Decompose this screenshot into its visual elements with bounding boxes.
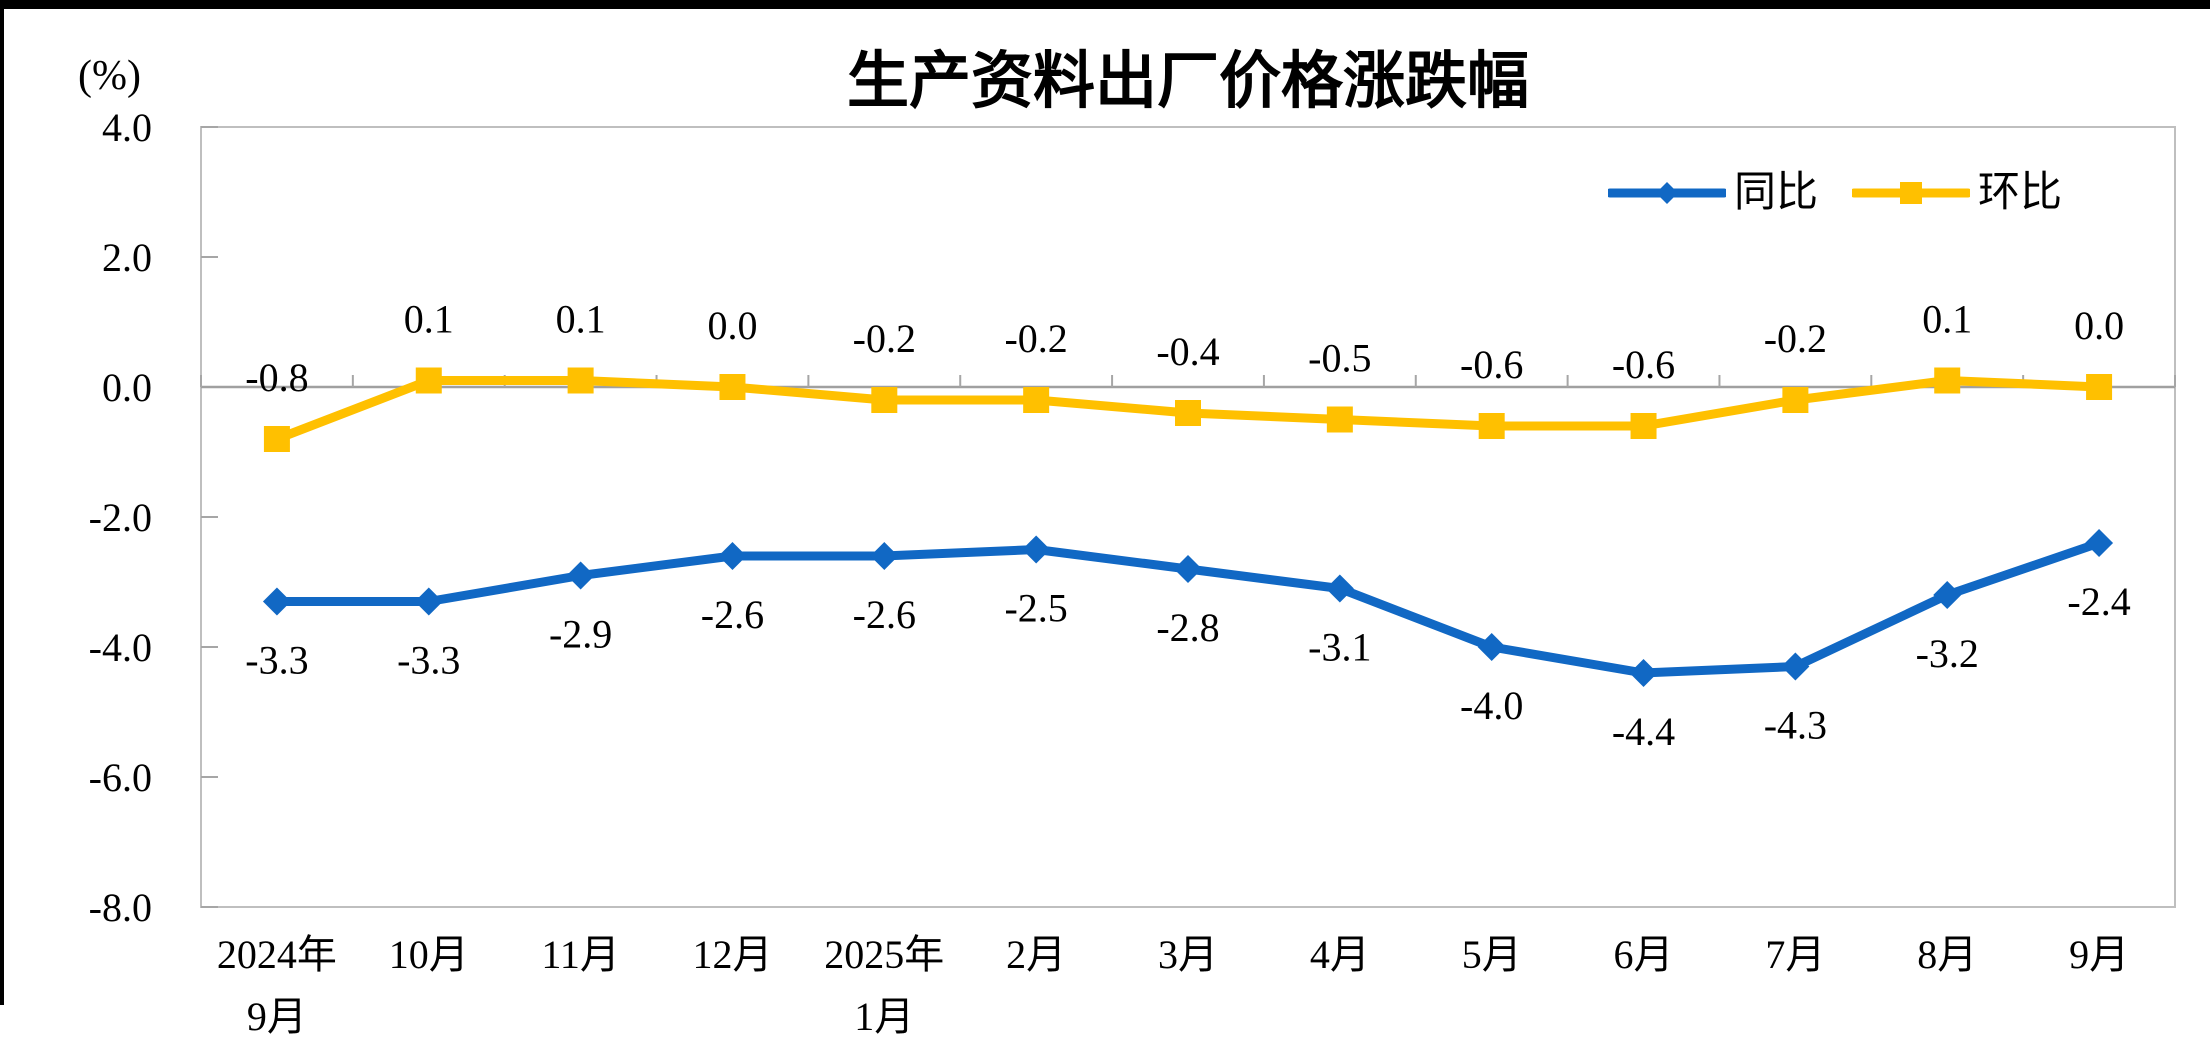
y-tick-label: 4.0 [102,105,152,150]
x-category-label: 9月 [247,994,307,1039]
series-marker-diamond-yoy [1325,574,1354,603]
series-marker-square-mom [567,367,594,394]
chart-title: 生产资料出厂价格涨跌幅 [846,47,1529,116]
series-marker-diamond-yoy [1933,581,1962,609]
series-marker-square-mom [871,387,898,413]
x-category-label: 11月 [541,932,620,977]
data-label-mom-6: -0.4 [1156,329,1219,374]
y-tick-label: -4.0 [89,625,152,670]
data-label-yoy-4: -2.6 [853,592,916,637]
series-marker-square-mom [1175,400,1201,426]
series-marker-square-mom [415,367,442,394]
legend-marker-diamond-yoy [1656,182,1678,204]
series-marker-square-mom [263,426,290,452]
x-category-label: 3月 [1158,932,1218,977]
data-label-yoy-6: -2.8 [1156,605,1219,650]
series-marker-diamond-yoy [870,542,899,570]
series-marker-square-mom [1782,387,1809,413]
series-marker-diamond-yoy [2085,529,2114,557]
data-label-yoy-10: -4.3 [1764,703,1827,748]
series-marker-diamond-yoy [718,542,747,570]
data-label-mom-10: -0.2 [1764,316,1827,361]
series-marker-diamond-yoy [1022,535,1051,564]
data-label-mom-8: -0.6 [1460,342,1523,387]
y-tick-label: -6.0 [89,755,152,800]
data-label-mom-11: 0.1 [1922,297,1972,342]
legend-swatch-yoy-line-diamond-icon [1608,182,1726,204]
x-category-label: 6月 [1614,932,1674,977]
data-label-yoy-5: -2.5 [1004,586,1067,631]
data-label-mom-4: -0.2 [853,316,916,361]
y-tick-label: -8.0 [89,885,152,930]
data-label-mom-3: 0.0 [707,303,757,348]
data-label-yoy-7: -3.1 [1308,625,1371,670]
x-category-label: 7月 [1765,932,1825,977]
series-marker-diamond-yoy [566,561,595,590]
data-label-mom-0: -0.8 [245,355,308,400]
data-label-yoy-9: -4.4 [1612,709,1675,754]
data-label-yoy-1: -3.3 [397,638,460,683]
series-marker-diamond-yoy [1781,652,1810,681]
data-label-mom-9: -0.6 [1612,342,1675,387]
x-category-label: 8月 [1917,932,1977,977]
legend-swatch-mom-line-square-icon [1852,182,1971,204]
series-marker-square-mom [1023,387,1050,413]
series-marker-diamond-yoy [1629,659,1658,687]
x-category-label: 10月 [389,932,469,977]
x-category-label: 9月 [2069,932,2129,977]
data-label-mom-2: 0.1 [556,297,606,342]
series-marker-square-mom [2086,374,2113,400]
y-tick-label: 2.0 [102,235,152,280]
data-label-yoy-3: -2.6 [701,592,764,637]
data-label-yoy-12: -2.4 [2067,579,2130,624]
data-label-yoy-2: -2.9 [549,612,612,657]
legend-item-mom: 环比 [1852,172,2062,214]
legend: 同比 环比 [1608,172,2062,214]
x-category-label: 12月 [692,932,772,977]
legend-label-yoy: 同比 [1734,170,1819,216]
y-tick-label: 0.0 [102,365,152,410]
data-label-mom-12: 0.0 [2074,303,2124,348]
data-label-yoy-11: -3.2 [1916,631,1979,676]
x-category-label: 2月 [1006,932,1066,977]
series-marker-diamond-yoy [262,587,291,616]
data-label-mom-7: -0.5 [1308,336,1371,381]
series-marker-square-mom [1934,367,1961,394]
x-category-label: 2025年 [824,932,944,977]
x-category-label: 4月 [1310,932,1370,977]
series-marker-square-mom [1630,413,1657,439]
window-left-border [0,0,4,1005]
series-marker-square-mom [1326,406,1353,433]
window-top-border [0,0,2210,9]
y-axis-unit-label: (%) [78,53,141,99]
y-tick-label: -2.0 [89,495,152,540]
series-marker-square-mom [1478,413,1505,439]
plot-border [200,126,2176,908]
data-label-yoy-8: -4.0 [1460,683,1523,728]
legend-item-yoy: 同比 [1608,172,1818,214]
series-marker-diamond-yoy [414,587,443,616]
series-marker-diamond-yoy [1477,633,1506,661]
series-marker-diamond-yoy [1174,555,1202,583]
x-category-label: 5月 [1462,932,1522,977]
x-category-label: 2024年 [217,932,337,977]
x-category-label: 1月 [854,994,914,1039]
series-marker-square-mom [719,374,746,400]
legend-marker-square-mom [1900,182,1923,204]
legend-label-mom: 环比 [1978,170,2063,216]
data-label-yoy-0: -3.3 [245,638,308,683]
data-label-mom-5: -0.2 [1004,316,1067,361]
data-label-mom-1: 0.1 [404,297,454,342]
